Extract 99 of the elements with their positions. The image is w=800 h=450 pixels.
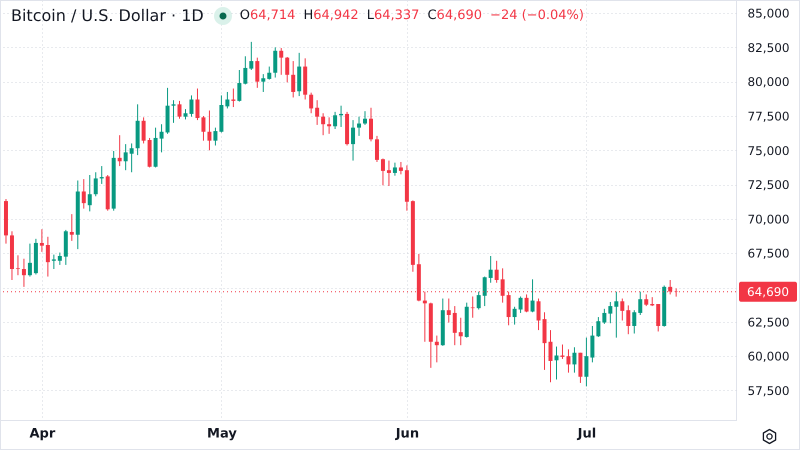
candlestick <box>554 346 558 380</box>
candlestick <box>536 298 541 331</box>
candlestick <box>22 258 26 288</box>
candlestick <box>644 294 648 307</box>
candlestick <box>243 56 248 85</box>
candlestick <box>632 310 636 334</box>
candlestick <box>273 46 278 78</box>
candlestick <box>225 91 230 109</box>
candlestick <box>368 107 373 142</box>
candlestick <box>380 158 385 186</box>
candlestick <box>333 111 338 130</box>
candlestick <box>183 108 188 120</box>
candlestick <box>482 276 487 307</box>
candlestick <box>285 56 290 83</box>
annotation: H64,942 <box>303 8 359 23</box>
candlestick <box>584 337 588 387</box>
y-tick-label: 82,500 <box>748 40 790 55</box>
candlestick <box>124 144 128 171</box>
candlestick <box>201 115 206 142</box>
candlestick <box>279 48 284 76</box>
annotation: O64,714 <box>240 8 296 23</box>
x-tick-label: Apr <box>29 426 56 442</box>
candlestick <box>386 160 391 186</box>
candlestick <box>255 57 260 88</box>
candlestick <box>626 304 630 335</box>
y-tick-label: 57,500 <box>748 384 790 398</box>
candlestick <box>524 294 529 313</box>
candlestick <box>476 291 481 310</box>
candlestick <box>237 70 242 102</box>
candlestick <box>267 66 272 80</box>
candlestick <box>249 41 254 70</box>
ref-line-label: 64,690 <box>747 284 789 299</box>
candlestick <box>488 255 493 284</box>
candlestick <box>339 105 344 128</box>
candlestick <box>309 92 314 114</box>
candlestick <box>142 116 146 144</box>
y-tick-label: 70,000 <box>748 212 790 226</box>
candlestick <box>518 296 523 314</box>
candlestick <box>608 301 612 324</box>
candlestick <box>94 172 98 197</box>
x-tick-label: Jul <box>576 426 596 442</box>
candlestick <box>620 298 624 321</box>
y-tick-label: 85,000 <box>748 6 790 21</box>
candlestick <box>572 346 576 374</box>
annotation: −24 (−0.04%) <box>490 8 584 23</box>
candlestick <box>357 116 362 136</box>
candlestick <box>52 254 56 270</box>
candlestick <box>88 174 92 212</box>
candlestick <box>566 348 570 374</box>
candlestick <box>207 110 212 151</box>
candlestick <box>118 134 122 167</box>
candlestick <box>398 161 403 175</box>
candlestick <box>512 306 517 326</box>
candlestick <box>28 243 32 278</box>
candlestick <box>58 252 62 266</box>
y-tick-label: 80,000 <box>748 75 790 90</box>
candlestick <box>231 88 236 108</box>
candlestick <box>189 94 194 118</box>
candlestick <box>327 116 332 134</box>
y-tick-label: 67,500 <box>748 246 790 261</box>
candlestick <box>392 162 397 176</box>
candlestick <box>638 291 642 316</box>
candlestick <box>602 308 606 324</box>
y-tick-label: 60,000 <box>748 350 790 364</box>
candlestick <box>596 316 600 338</box>
candlestick <box>46 236 50 278</box>
candlestick <box>374 135 379 162</box>
y-tick-label: 75,000 <box>748 144 790 158</box>
candlestick <box>195 88 200 121</box>
candlestick <box>178 100 182 120</box>
x-tick-label: Jun <box>394 426 420 442</box>
candlestick <box>614 291 618 338</box>
candlestick <box>494 260 499 284</box>
candlestick <box>351 120 356 162</box>
candlestick <box>363 110 368 126</box>
candlestick <box>560 344 564 360</box>
y-tick-label: 72,500 <box>748 178 790 192</box>
candlestick <box>40 228 44 252</box>
candlestick <box>590 325 594 363</box>
chart-title: Bitcoin / U.S. Dollar · 1D <box>11 6 204 25</box>
x-tick-label: May <box>207 426 238 442</box>
candlestick <box>130 142 134 173</box>
candlestick <box>261 74 266 92</box>
candlestick <box>291 60 296 98</box>
candlestick <box>160 124 164 153</box>
candlestick <box>100 166 104 184</box>
y-tick-label: 77,500 <box>748 109 790 124</box>
candlestick <box>82 178 86 210</box>
y-tick-label: 62,500 <box>748 315 790 330</box>
candlestick <box>530 278 535 313</box>
annotation: L64,337 <box>366 8 420 23</box>
candlestick <box>321 112 326 136</box>
candlestick <box>446 298 451 324</box>
candlestick <box>315 100 320 126</box>
candlestick <box>656 304 660 332</box>
candlestick <box>548 330 553 383</box>
annotation: C64,690 <box>427 8 482 23</box>
candlestick <box>70 214 74 242</box>
candlestick <box>213 127 218 146</box>
